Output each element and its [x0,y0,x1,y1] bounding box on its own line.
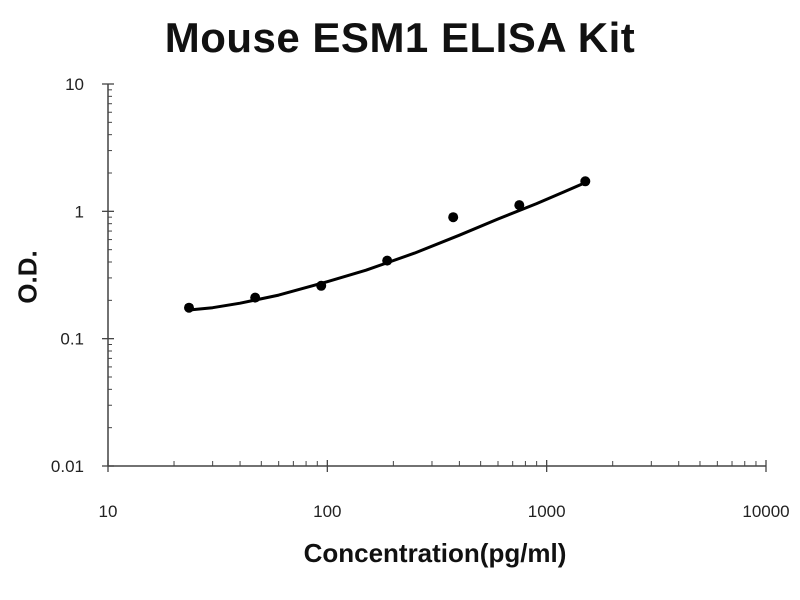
y-tick-label: 0.1 [60,330,84,349]
x-tick-label: 1000 [528,502,566,521]
data-point [184,302,194,313]
x-tick-label: 10000 [742,502,789,521]
x-tick-label: 10 [99,502,118,521]
chart-title: Mouse ESM1 ELISA Kit [164,14,636,61]
x-tick-label: 100 [313,502,341,521]
y-tick-label: 1 [75,202,84,221]
y-tick-label: 10 [65,75,84,94]
data-point [580,176,591,187]
data-point [316,280,327,291]
data-point [382,255,393,266]
data-point [250,292,261,303]
y-tick-label: 0.01 [51,457,84,476]
fit-curve-line [187,181,587,312]
data-point [514,200,525,211]
data-point [448,212,459,223]
x-axis-label: Concentration(pg/ml) [303,538,567,568]
